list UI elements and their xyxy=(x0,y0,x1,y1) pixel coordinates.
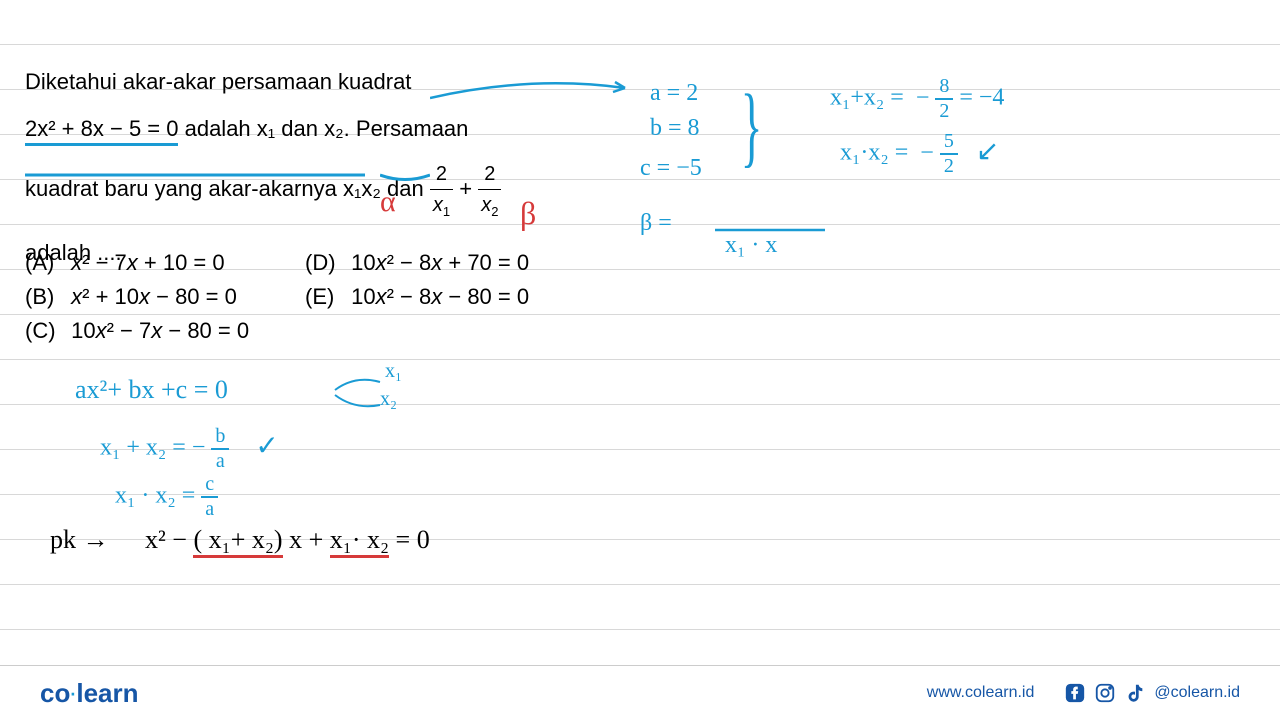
prodroots-n: c xyxy=(201,473,218,498)
prod-frac-n: 5 xyxy=(940,130,958,155)
sum-label: x₁+x₂ = xyxy=(830,85,910,111)
option-d: (D) 10x² − 8x + 70 = 0 xyxy=(305,250,529,276)
logo-co: co xyxy=(40,678,70,708)
sum-formula: x₁ + x₂ = − b a ✓ xyxy=(100,425,279,473)
sumroots-label: x₁ + x₂ = xyxy=(100,435,192,461)
frac2-den: x2 xyxy=(478,190,501,222)
options-row-1: (A) x² − 7x + 10 = 0 (D) 10x² − 8x + 70 … xyxy=(25,250,529,276)
option-d-key: (D) xyxy=(305,250,345,276)
option-b: (B) x² + 10x − 80 = 0 xyxy=(25,284,305,310)
social-icons: @colearn.id xyxy=(1064,682,1240,704)
curly-brace: } xyxy=(741,75,763,178)
prod-frac-d: 2 xyxy=(940,155,958,178)
root-x2: x₂ xyxy=(380,388,397,411)
social-handle: @colearn.id xyxy=(1154,684,1240,702)
pk-formula: pk → x² − ( x₁+ x₂) x + x₁· x₂ = 0 xyxy=(50,525,430,555)
option-b-key: (B) xyxy=(25,284,65,310)
frac2-num: 2 xyxy=(478,159,501,190)
options-block: (A) x² − 7x + 10 = 0 (D) 10x² − 8x + 70 … xyxy=(25,250,529,352)
prod-formula: x₁ · x₂ = c a xyxy=(115,473,218,521)
footer-url: www.colearn.id xyxy=(927,684,1035,702)
sum-result: = −4 xyxy=(959,85,1004,111)
option-b-eq: x² + 10x − 80 = 0 xyxy=(71,284,237,309)
frac1-den: x1 xyxy=(430,190,453,222)
neg-3: − xyxy=(192,435,206,461)
neg-1: − xyxy=(916,85,930,111)
pk-a: x² − xyxy=(145,525,193,554)
footer-bar: co·learn www.colearn.id @colearn.id xyxy=(0,665,1280,720)
prodroots-d: a xyxy=(201,498,218,521)
prodroots-frac: c a xyxy=(201,473,218,521)
root-x1: x₁ xyxy=(385,360,402,383)
facebook-icon xyxy=(1064,682,1086,704)
pk-label: pk → xyxy=(50,525,109,554)
option-d-eq: 10x² − 8x + 70 = 0 xyxy=(351,250,529,275)
pk-e: = 0 xyxy=(396,525,430,554)
problem-line-3a: kuadrat baru yang akar-akarnya x₁x₂ dan xyxy=(25,176,430,201)
sum-frac: 8 2 xyxy=(935,75,953,123)
beta-annotation: β xyxy=(520,195,536,232)
alpha-annotation: α xyxy=(380,185,396,219)
problem-line-3: kuadrat baru yang akar-akarnya x₁x₂ dan … xyxy=(25,159,605,222)
sumroots-d: a xyxy=(211,450,229,473)
problem-line-2-tail: adalah x₁ dan x₂. Persamaan xyxy=(178,116,468,141)
prod-frac: 5 2 xyxy=(940,130,958,178)
coef-b: b = 8 xyxy=(650,115,700,142)
options-row-3: (C) 10x² − 7x − 80 = 0 xyxy=(25,318,529,344)
pk-d: x₁· x₂ xyxy=(330,525,389,558)
instagram-icon xyxy=(1094,682,1116,704)
sumroots-n: b xyxy=(211,425,229,450)
tiktok-icon xyxy=(1124,682,1146,704)
problem-line-2: 2x² + 8x − 5 = 0 adalah x₁ dan x₂. Persa… xyxy=(25,112,605,145)
logo-learn: learn xyxy=(76,678,138,708)
option-a-key: (A) xyxy=(25,250,65,276)
option-c-eq: 10x² − 7x − 80 = 0 xyxy=(71,318,249,343)
option-a-eq: x² − 7x + 10 = 0 xyxy=(71,250,225,275)
sum-frac-n: 8 xyxy=(935,75,953,100)
sum-roots: x₁+x₂ = − 8 2 = −4 xyxy=(830,75,1004,123)
problem-line-1: Diketahui akar-akar persamaan kuadrat xyxy=(25,65,605,98)
beta-eq: β = xyxy=(640,210,672,237)
option-e-eq: 10x² − 8x − 80 = 0 xyxy=(351,284,529,309)
pk-b: ( x₁+ x₂) xyxy=(193,525,282,558)
beta-den: x₁ · x xyxy=(725,232,777,259)
options-row-2: (B) x² + 10x − 80 = 0 (E) 10x² − 8x − 80… xyxy=(25,284,529,310)
frac1-num: 2 xyxy=(430,159,453,190)
general-eq: ax²+ bx +c = 0 xyxy=(75,375,228,404)
option-c: (C) 10x² − 7x − 80 = 0 xyxy=(25,318,305,344)
sum-frac-d: 2 xyxy=(935,100,953,123)
check-icon: ✓ xyxy=(255,431,278,462)
fraction-1: 2 x1 xyxy=(430,159,453,222)
equation-underlined: 2x² + 8x − 5 = 0 xyxy=(25,116,178,146)
option-c-key: (C) xyxy=(25,318,65,344)
coef-a: a = 2 xyxy=(650,80,698,107)
pk-c: x + xyxy=(289,525,330,554)
option-e: (E) 10x² − 8x − 80 = 0 xyxy=(305,284,529,310)
sumroots-frac: b a xyxy=(211,425,229,473)
option-e-key: (E) xyxy=(305,284,345,310)
plus-sign: + xyxy=(459,176,478,201)
coef-c: c = −5 xyxy=(640,155,702,182)
fraction-2: 2 x2 xyxy=(478,159,501,222)
general-form: ax²+ bx +c = 0 xyxy=(75,375,228,405)
option-a: (A) x² − 7x + 10 = 0 xyxy=(25,250,305,276)
prod-roots: x₁·x₂ = − 5 2 ↙ xyxy=(840,130,999,178)
neg-2: − xyxy=(920,140,934,166)
colearn-logo: co·learn xyxy=(40,678,139,709)
prodroots-label: x₁ · x₂ = xyxy=(115,483,201,509)
prod-label: x₁·x₂ = xyxy=(840,140,914,166)
footer-right: www.colearn.id @colearn.id xyxy=(927,682,1240,704)
